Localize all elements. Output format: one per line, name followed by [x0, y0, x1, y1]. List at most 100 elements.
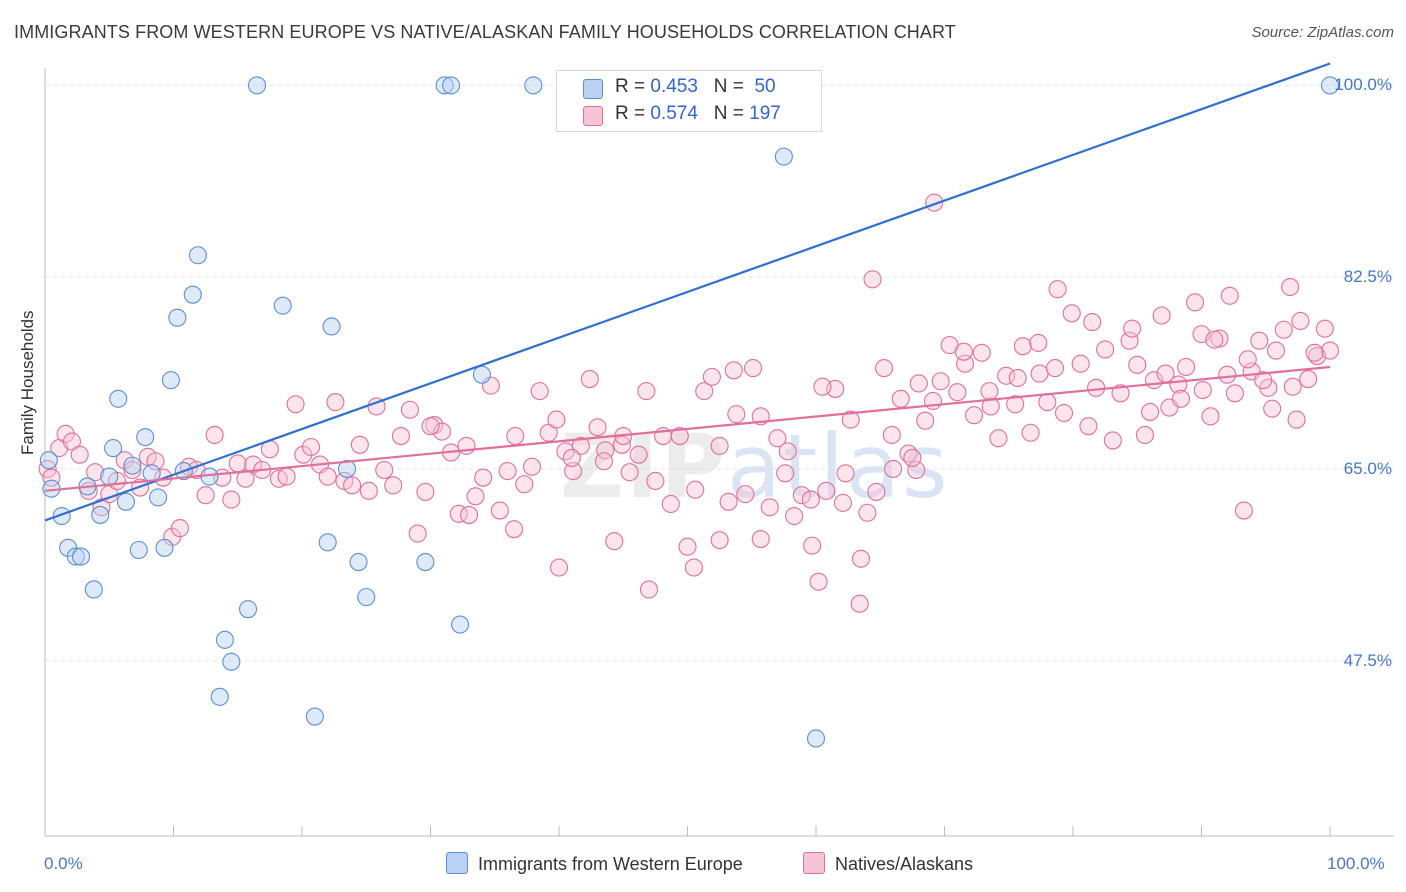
western-europe-point — [210, 687, 229, 706]
natives-alaskans-point — [1013, 337, 1032, 356]
natives-alaskans-point — [86, 463, 105, 482]
natives-alaskans-point — [1201, 407, 1220, 426]
western-europe-point — [524, 76, 543, 95]
natives-alaskans-point — [222, 490, 241, 509]
western-europe-point — [104, 439, 123, 458]
natives-alaskans-point — [571, 436, 590, 455]
natives-alaskans-point — [1152, 306, 1171, 325]
natives-alaskans-point — [841, 410, 860, 429]
western-europe-point — [84, 580, 103, 599]
western-europe-point — [472, 365, 491, 384]
natives-alaskans-point — [1299, 370, 1318, 389]
natives-alaskans-point — [244, 455, 263, 474]
western-europe-point — [416, 553, 435, 572]
natives-alaskans-point — [205, 425, 224, 444]
natives-alaskans-point — [498, 462, 517, 481]
western-europe-point — [238, 600, 258, 619]
natives-alaskans-point — [1225, 384, 1244, 403]
natives-alaskans-point — [997, 366, 1016, 385]
y-tick-label: 65.0% — [1343, 458, 1392, 478]
natives-alaskans-point — [196, 486, 215, 505]
stats-legend: R = 0.453 N = 50 R = 0.574 N = 197 — [556, 70, 822, 132]
blue-swatch — [446, 852, 468, 874]
natives-alaskans-point — [1234, 501, 1253, 520]
natives-alaskans-point — [646, 471, 665, 491]
natives-alaskans-point — [1305, 343, 1324, 362]
legend-r-label: R = — [615, 103, 646, 124]
natives-alaskans-point — [1291, 311, 1310, 331]
legend-series-name: Immigrants from Western Europe — [478, 854, 743, 874]
western-europe-point — [123, 456, 142, 475]
x-tick-label-max: 100.0% — [1327, 854, 1385, 873]
natives-alaskans-point — [326, 393, 345, 412]
natives-alaskans-point — [318, 467, 337, 486]
natives-alaskans-point — [833, 493, 853, 512]
natives-alaskans-point — [1156, 364, 1175, 383]
y-axis-label: Family Households — [18, 310, 37, 455]
natives-alaskans-point — [1177, 357, 1196, 377]
natives-alaskans-point — [931, 372, 950, 391]
natives-alaskans-point — [875, 359, 894, 378]
natives-alaskans-point — [56, 424, 75, 443]
natives-alaskans-point — [408, 524, 427, 543]
natives-alaskans-point — [1250, 331, 1269, 350]
natives-alaskans-point — [891, 389, 910, 408]
natives-alaskans-point — [1045, 359, 1065, 378]
natives-alaskans-point — [1281, 277, 1300, 297]
natives-alaskans-point — [778, 442, 797, 461]
legend-item-natives-alaskans: Natives/Alaskans — [803, 852, 973, 875]
natives-alaskans-point — [1205, 330, 1224, 349]
natives-alaskans-point — [549, 558, 569, 577]
western-europe-point — [357, 588, 376, 607]
natives-alaskans-point — [743, 359, 763, 378]
western-europe-point — [774, 147, 793, 166]
natives-alaskans-point — [1287, 410, 1306, 429]
natives-alaskans-point — [954, 342, 973, 361]
natives-alaskans-point — [776, 464, 795, 483]
natives-alaskans-point — [1220, 286, 1239, 305]
western-europe-point — [66, 547, 85, 566]
western-europe-point — [109, 389, 128, 408]
western-europe-point — [71, 547, 91, 566]
natives-alaskans-point — [236, 469, 255, 488]
natives-alaskans-point — [801, 490, 820, 509]
natives-alaskans-point — [1193, 380, 1212, 400]
natives-alaskans-point — [980, 382, 999, 401]
legend-r-label: R = — [615, 76, 646, 97]
natives-alaskans-point — [547, 410, 566, 429]
natives-alaskans-point — [909, 374, 928, 393]
natives-alaskans-point — [1111, 384, 1130, 403]
natives-alaskans-point — [686, 480, 705, 499]
source-label: Source: ZipAtlas.com — [1251, 24, 1394, 41]
western-europe-point — [305, 707, 324, 726]
y-tick-label: 82.5% — [1343, 267, 1392, 287]
western-europe-point — [155, 538, 174, 557]
natives-alaskans-point — [1266, 341, 1286, 360]
western-europe-point — [442, 76, 461, 95]
natives-alaskans-point — [637, 382, 656, 401]
natives-alaskans-trend-line — [44, 365, 1331, 492]
natives-alaskans-point — [466, 487, 485, 506]
natives-alaskans-point — [421, 417, 440, 436]
natives-alaskans-point — [375, 460, 394, 480]
legend-n-label: N = — [713, 103, 744, 124]
natives-alaskans-point — [1141, 402, 1160, 421]
western-europe-point — [273, 296, 292, 315]
natives-alaskans-point — [391, 426, 410, 446]
natives-alaskans-point — [948, 383, 967, 402]
natives-alaskans-point — [70, 445, 89, 464]
natives-alaskans-point — [867, 482, 886, 501]
western-europe-point — [149, 488, 168, 507]
natives-alaskans-point — [620, 463, 639, 482]
western-europe-point — [215, 630, 234, 649]
y-tick-label: 47.5% — [1343, 650, 1392, 670]
chart-title: IMMIGRANTS FROM WESTERN EUROPE VS NATIVE… — [14, 22, 956, 42]
natives-alaskans-point — [1048, 280, 1067, 299]
natives-alaskans-point — [678, 537, 697, 556]
natives-alaskans-point — [1096, 340, 1115, 359]
natives-alaskans-point — [702, 367, 721, 386]
legend-n-label: N = — [713, 76, 744, 97]
natives-alaskans-point — [459, 505, 479, 524]
natives-alaskans-point — [515, 475, 534, 494]
natives-alaskans-point — [1079, 417, 1098, 436]
